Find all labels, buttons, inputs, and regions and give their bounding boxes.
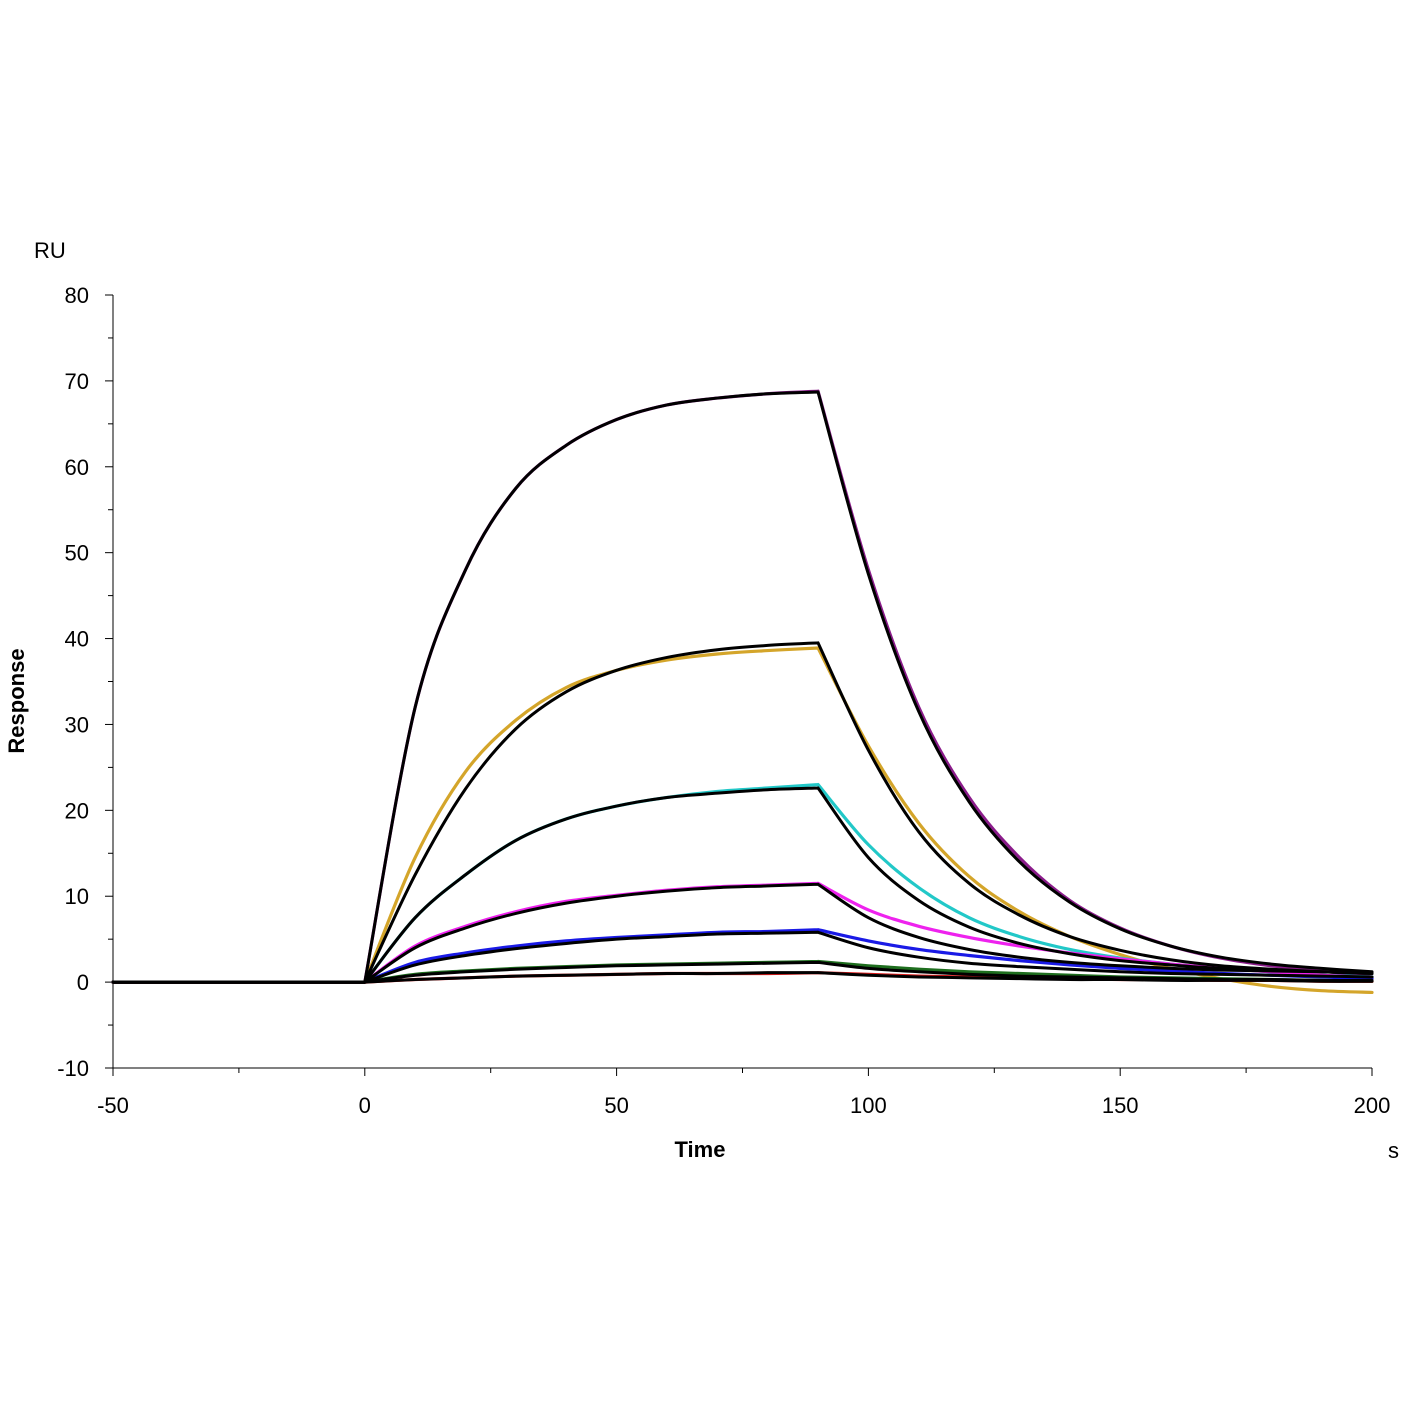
y-axis-title: Response [4,648,29,753]
y-tick-label: 30 [65,712,89,737]
y-tick-label: 50 [65,541,89,566]
y-tick-label: 20 [65,798,89,823]
x-tick-label: 0 [359,1093,371,1118]
y-tick-label: -10 [57,1056,89,1081]
y-ticks: -10 0 10 20 30 40 50 60 70 80 [57,283,113,1081]
x-tick-label: 50 [604,1093,628,1118]
series-layer [111,389,1374,995]
x-axis-title: Time [675,1137,726,1162]
y-tick-label: 10 [65,884,89,909]
x-unit-label: s [1388,1138,1399,1163]
x-tick-label: -50 [97,1093,129,1118]
y-unit-label: RU [34,238,66,263]
y-tick-label: 60 [65,455,89,480]
x-tick-label: 100 [850,1093,887,1118]
y-tick-label: 70 [65,369,89,394]
series-line-13 [111,971,1374,984]
y-tick-label: 0 [77,970,89,995]
y-tick-label: 80 [65,283,89,308]
x-ticks: -50 0 50 100 150 200 [97,1068,1390,1118]
y-tick-label: 40 [65,627,89,652]
x-tick-label: 200 [1354,1093,1391,1118]
x-tick-label: 150 [1102,1093,1139,1118]
